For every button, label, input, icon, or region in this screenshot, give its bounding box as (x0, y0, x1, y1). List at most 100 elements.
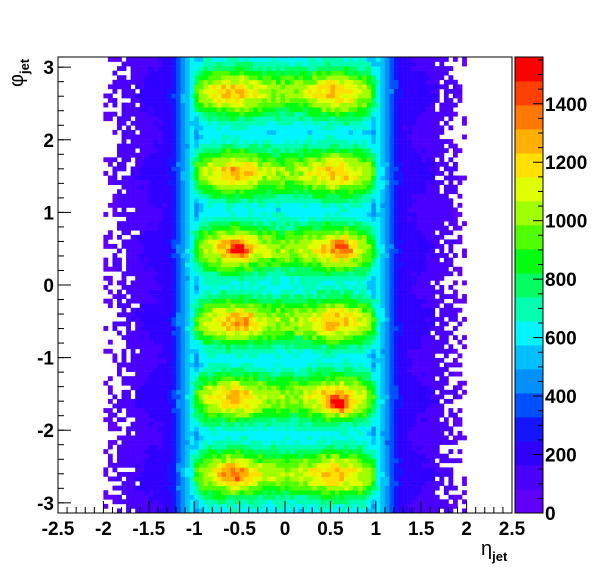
heatmap-cell (294, 66, 299, 71)
heatmap-cell (257, 321, 263, 327)
heatmap-cell (166, 353, 172, 359)
heatmap-cell (239, 481, 245, 486)
heatmap-cell (139, 376, 145, 382)
heatmap-cell (176, 75, 181, 81)
heatmap-cell (271, 376, 277, 382)
heatmap-cell (162, 307, 168, 313)
heatmap-cell (235, 111, 240, 117)
heatmap-cell (235, 499, 240, 505)
heatmap-cell (248, 344, 254, 350)
heatmap-cell (230, 481, 236, 486)
heatmap-cell (239, 193, 245, 199)
heatmap-cell (244, 189, 249, 195)
heatmap-cell (135, 503, 141, 509)
heatmap-cell (153, 412, 159, 418)
heatmap-cell (262, 243, 268, 249)
heatmap-cell (176, 198, 181, 204)
heatmap-cell (312, 403, 318, 409)
heatmap-cell (162, 66, 168, 71)
heatmap-cell (312, 316, 318, 322)
heatmap-cell (198, 371, 204, 377)
heatmap-cell (221, 316, 227, 322)
heatmap-cell (248, 412, 254, 418)
heatmap-cell (275, 239, 281, 245)
heatmap-cell (312, 225, 318, 231)
heatmap-cell (257, 75, 263, 81)
heatmap-cell (244, 494, 249, 500)
heatmap-cell (103, 212, 109, 217)
heatmap-cell (266, 367, 272, 372)
heatmap-cell (294, 143, 299, 149)
heatmap-cell (298, 157, 304, 163)
heatmap-cell (153, 175, 159, 181)
heatmap-cell (198, 66, 204, 71)
heatmap-cell (266, 344, 272, 350)
heatmap-cell (321, 134, 327, 140)
heatmap-cell (262, 107, 268, 113)
heatmap-cell (112, 157, 118, 163)
heatmap-cell (289, 93, 295, 99)
heatmap-cell (248, 189, 254, 195)
heatmap-cell (176, 449, 181, 455)
heatmap-cell (162, 280, 168, 286)
heatmap-cell (203, 111, 209, 117)
heatmap-cell (230, 98, 236, 103)
heatmap-cell (203, 253, 209, 258)
heatmap-cell (180, 367, 186, 372)
heatmap-cell (207, 330, 213, 336)
heatmap-cell (289, 111, 295, 117)
heatmap-cell (253, 385, 259, 391)
heatmap-cell (185, 421, 190, 427)
heatmap-cell (316, 102, 322, 108)
heatmap-cell (285, 207, 290, 213)
heatmap-cell (153, 111, 159, 117)
heatmap-cell (185, 234, 190, 240)
heatmap-cell (266, 79, 272, 85)
heatmap-cell (262, 367, 268, 372)
heatmap-cell (153, 508, 159, 514)
heatmap-cell (271, 243, 277, 249)
heatmap-cell (230, 171, 236, 176)
heatmap-cell (312, 70, 318, 76)
heatmap-cell (198, 57, 204, 62)
heatmap-cell (221, 326, 227, 331)
heatmap-cell (280, 262, 286, 268)
heatmap-cell (244, 499, 249, 505)
heatmap-cell (312, 335, 318, 341)
heatmap-cell (171, 385, 177, 391)
heatmap-cell (135, 421, 141, 427)
heatmap-cell (207, 344, 213, 350)
heatmap-cell (294, 275, 299, 281)
heatmap-cell (289, 399, 295, 404)
heatmap-cell (316, 458, 322, 464)
heatmap-cell (162, 312, 168, 318)
heatmap-cell (185, 143, 190, 149)
heatmap-cell (198, 403, 204, 409)
heatmap-cell (162, 412, 168, 418)
heatmap-cell (253, 266, 259, 272)
heatmap-cell (266, 161, 272, 167)
heatmap-cell (176, 234, 181, 240)
heatmap-cell (271, 107, 277, 113)
heatmap-cell (130, 61, 136, 67)
heatmap-cell (280, 75, 286, 81)
heatmap-cell (166, 403, 172, 409)
heatmap-cell (289, 253, 295, 258)
heatmap-cell (325, 84, 331, 90)
heatmap-cell (262, 421, 268, 427)
heatmap-cell (262, 166, 268, 172)
heatmap-cell (162, 143, 168, 149)
heatmap-cell (185, 430, 190, 436)
heatmap-cell (330, 339, 336, 345)
heatmap-cell (262, 280, 268, 286)
heatmap-cell (103, 171, 109, 176)
heatmap-cell (275, 462, 281, 468)
heatmap-cell (298, 234, 304, 240)
heatmap-cell (266, 280, 272, 286)
heatmap-cell (207, 107, 213, 113)
heatmap-cell (312, 271, 318, 277)
heatmap-cell (148, 380, 154, 386)
heatmap-cell (166, 417, 172, 423)
heatmap-cell (189, 316, 195, 322)
heatmap-cell (212, 481, 218, 486)
